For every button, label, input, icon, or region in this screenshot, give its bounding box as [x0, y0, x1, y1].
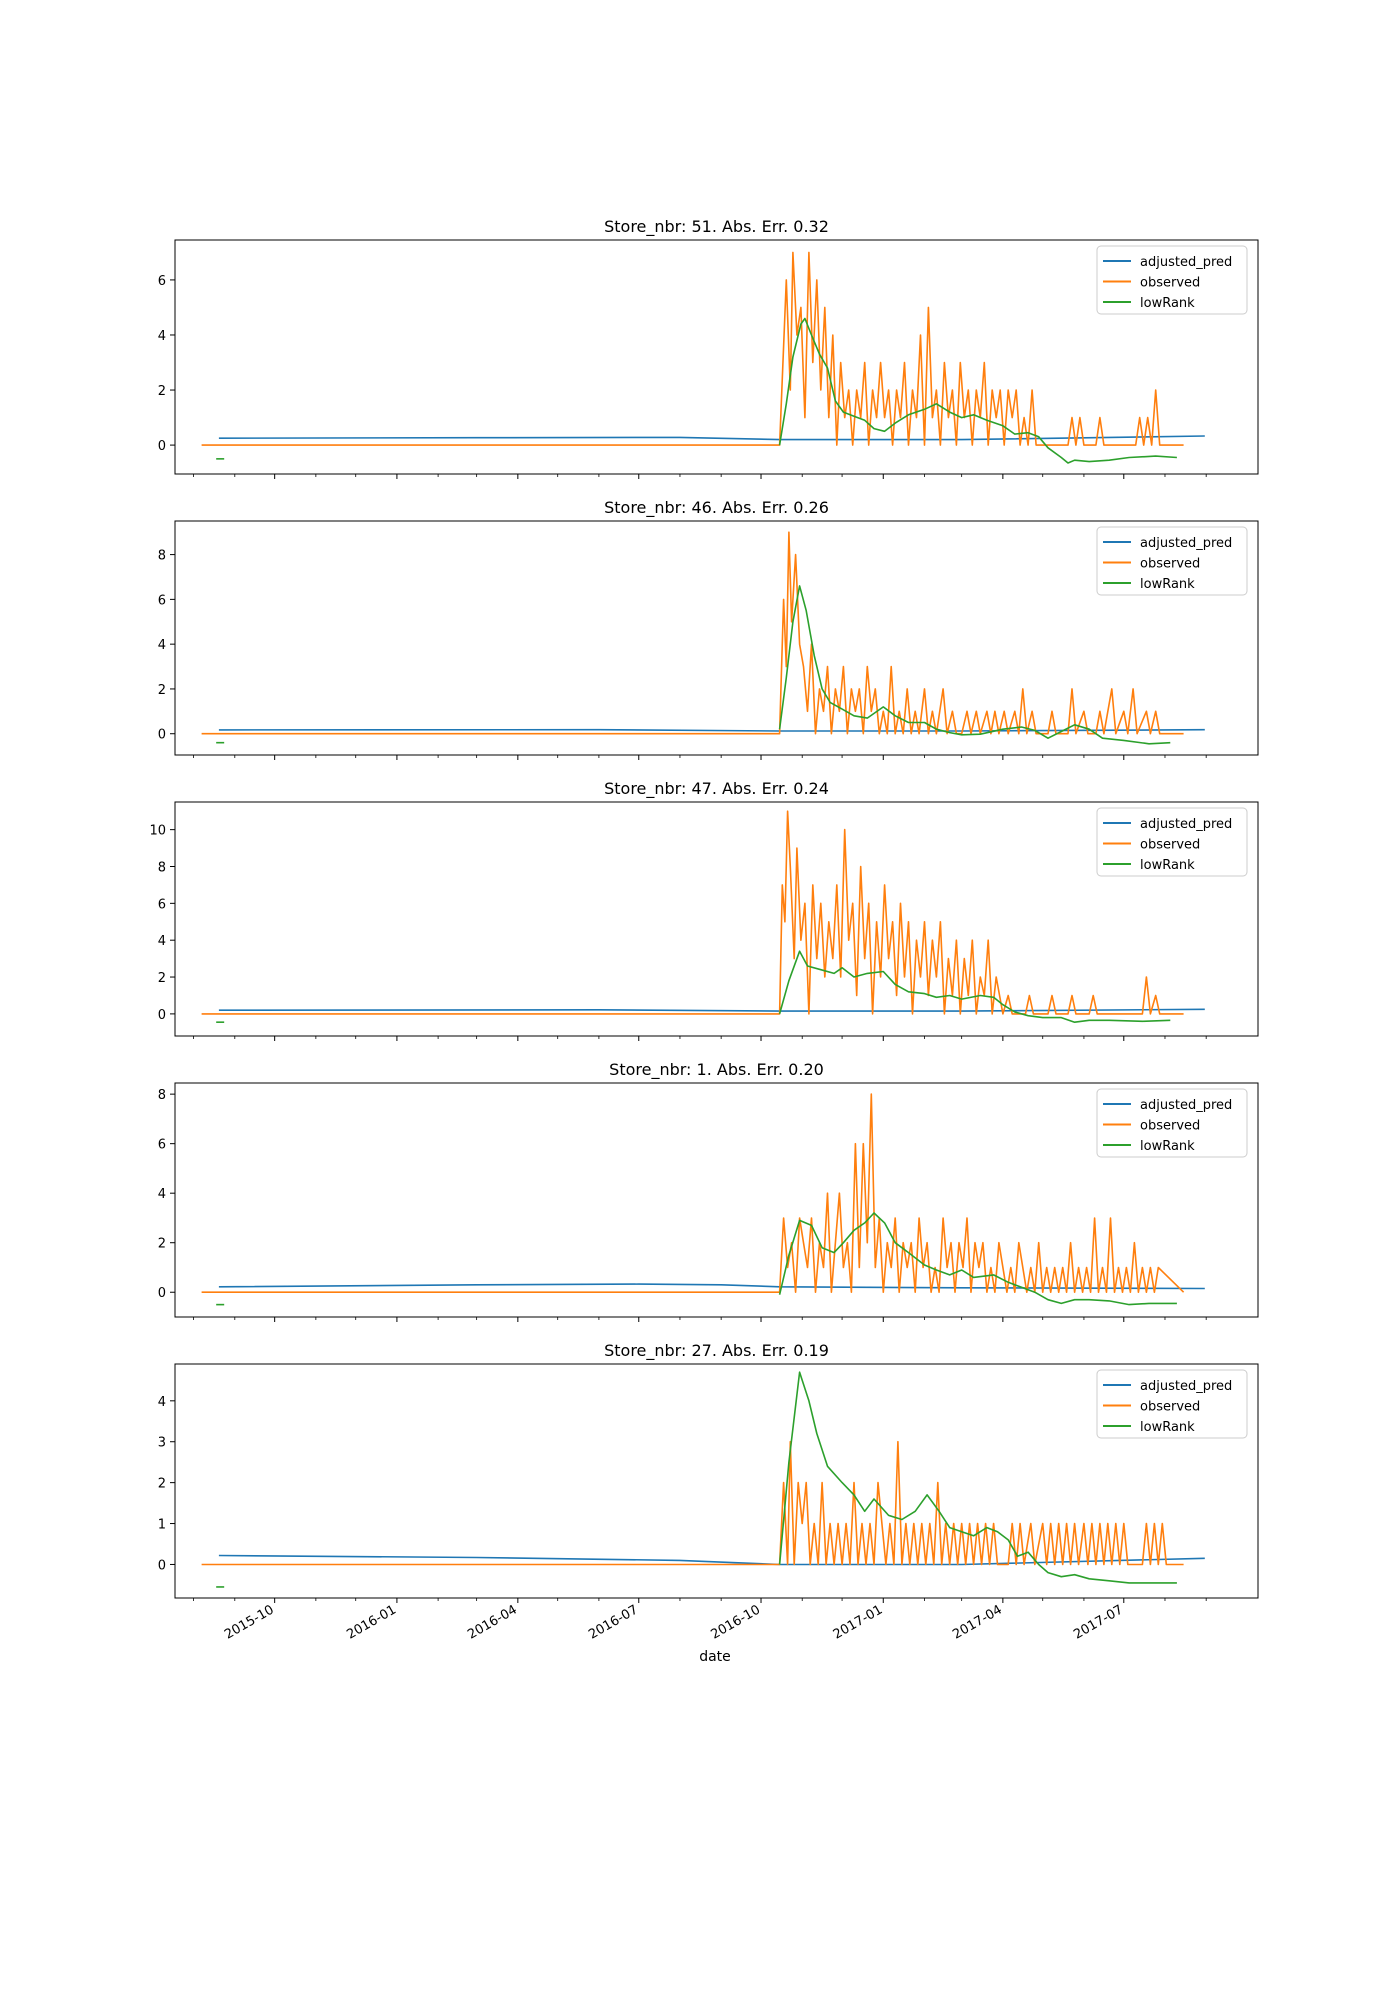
legend-label: adjusted_pred: [1140, 1379, 1232, 1394]
axes-frame: [174, 520, 1259, 756]
subplot-title: Store_nbr: 46. Abs. Err. 0.26: [604, 498, 829, 518]
x-tick-label: 2017-04: [950, 1602, 1005, 1642]
y-tick-label: 10: [149, 824, 166, 839]
y-tick-label: 1: [158, 1518, 166, 1533]
y-tick-label: 4: [158, 329, 166, 344]
legend-box: [1096, 526, 1248, 596]
y-tick-label: 0: [158, 439, 166, 454]
y-tick-label: 3: [158, 1436, 166, 1451]
legend-label: observed: [1140, 276, 1200, 291]
legend-label: lowRank: [1140, 858, 1195, 873]
y-tick-label: 6: [158, 1138, 166, 1153]
x-tick-label: 2016-10: [708, 1602, 763, 1642]
plot-lines: [201, 1093, 1205, 1306]
legend-label: adjusted_pred: [1140, 1098, 1232, 1113]
y-tick-label: 4: [158, 638, 166, 653]
series-line-observed: [201, 251, 1184, 446]
plot-lines: [201, 531, 1205, 745]
series-line-adjusted_pred: [218, 1554, 1205, 1566]
y-tick-label: 8: [158, 860, 166, 875]
subplot-title: Store_nbr: 1. Abs. Err. 0.20: [609, 1060, 824, 1080]
series-line-lowRank: [778, 950, 1171, 1023]
x-tick-label: 2015-10: [222, 1602, 277, 1642]
series-line-adjusted_pred: [218, 1283, 1205, 1290]
subplot-1: Store_nbr: 51. Abs. Err. 0.32 0 2 4 6 adjuste…: [158, 217, 1259, 479]
subplot-title: Store_nbr: 27. Abs. Err. 0.19: [604, 1341, 829, 1361]
legend-label: lowRank: [1140, 1139, 1195, 1154]
subplot-2: Store_nbr: 46. Abs. Err. 0.26 0 2 4 6 8 adjust…: [158, 498, 1259, 760]
y-tick-label: 0: [158, 1558, 166, 1573]
legend-label: observed: [1140, 1119, 1200, 1134]
axes-frame: [174, 801, 1259, 1037]
y-tick-label: 2: [158, 1237, 166, 1252]
y-tick-label: 0: [158, 728, 166, 743]
axes-frame: [174, 1082, 1259, 1318]
series-line-lowRank: [778, 1371, 1177, 1584]
series-line-observed: [201, 531, 1184, 735]
legend-label: observed: [1140, 557, 1200, 572]
legend-label: adjusted_pred: [1140, 817, 1232, 832]
legend-box: [1096, 245, 1248, 315]
series-line-observed: [201, 810, 1184, 1015]
plot-lines: [201, 1371, 1205, 1588]
y-tick-label: 4: [158, 1395, 166, 1410]
subplot-3: Store_nbr: 47. Abs. Err. 0.24 0 2 4 6 8 10 adju…: [149, 779, 1259, 1041]
series-line-lowRank: [778, 1212, 1177, 1306]
legend-label: adjusted_pred: [1140, 536, 1232, 551]
x-tick-label: 2017-07: [1071, 1602, 1126, 1642]
y-tick-label: 2: [158, 971, 166, 986]
y-tick-label: 6: [158, 897, 166, 912]
x-tick-label: 2017-01: [831, 1602, 886, 1642]
legend-label: adjusted_pred: [1140, 255, 1232, 270]
y-tick-label: 4: [158, 934, 166, 949]
series-line-observed: [201, 1093, 1185, 1293]
legend-label: observed: [1140, 1400, 1200, 1415]
legend-label: lowRank: [1140, 577, 1195, 592]
legend-box: [1096, 1088, 1248, 1158]
subplot-4: Store_nbr: 1. Abs. Err. 0.20 0 2 4 6 8 adjuste…: [158, 1060, 1259, 1322]
legend-label: lowRank: [1140, 296, 1195, 311]
y-tick-label: 8: [158, 549, 166, 564]
subplot-5: Store_nbr: 27. Abs. Err. 0.19 0 1 2 3 4 2015-1…: [158, 1341, 1259, 1643]
legend-box: [1096, 1369, 1248, 1439]
series-line-observed: [201, 1440, 1184, 1566]
x-tick-label: 2016-01: [344, 1602, 399, 1642]
legend-label: lowRank: [1140, 1420, 1195, 1435]
legend: adjusted_pred observed lowRank: [1096, 526, 1248, 596]
y-tick-label: 0: [158, 1286, 166, 1301]
y-tick-label: 8: [158, 1088, 166, 1103]
x-tick-label: 2016-04: [465, 1602, 520, 1642]
plot-lines: [201, 251, 1205, 464]
y-tick-label: 2: [158, 683, 166, 698]
legend: adjusted_pred observed lowRank: [1096, 1088, 1248, 1158]
subplots: Store_nbr: 51. Abs. Err. 0.32 0 2 4 6 adjuste…: [149, 217, 1259, 1643]
series-line-lowRank: [778, 585, 1171, 745]
subplot-title: Store_nbr: 47. Abs. Err. 0.24: [604, 779, 829, 799]
x-tick-label: 2016-07: [586, 1602, 641, 1642]
legend-box: [1096, 807, 1248, 877]
y-tick-label: 2: [158, 384, 166, 399]
series-line-adjusted_pred: [218, 435, 1205, 441]
y-tick-label: 2: [158, 1477, 166, 1492]
x-axis-label: date: [699, 1649, 731, 1665]
legend-label: observed: [1140, 838, 1200, 853]
legend: adjusted_pred observed lowRank: [1096, 807, 1248, 877]
plot-lines: [201, 810, 1205, 1023]
legend: adjusted_pred observed lowRank: [1096, 1369, 1248, 1439]
y-tick-label: 6: [158, 274, 166, 289]
y-tick-label: 6: [158, 593, 166, 608]
series-line-lowRank: [778, 317, 1177, 464]
y-tick-label: 0: [158, 1008, 166, 1023]
legend: adjusted_pred observed lowRank: [1096, 245, 1248, 315]
subplot-title: Store_nbr: 51. Abs. Err. 0.32: [604, 217, 829, 237]
y-tick-label: 4: [158, 1187, 166, 1202]
